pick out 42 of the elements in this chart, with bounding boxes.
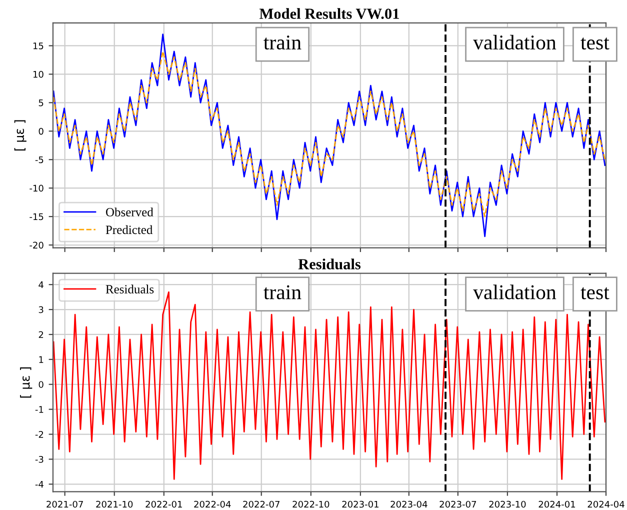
legend-label: Predicted: [106, 225, 153, 234]
y-tick-label: -20: [30, 242, 44, 249]
y-axis-title: [ με ]: [20, 367, 32, 398]
x-tick-label: 2022-04: [194, 500, 231, 508]
y-tick-label: 10: [33, 70, 44, 78]
y-axis-title: [ με ]: [14, 120, 26, 151]
x-tick-label: 2023-07: [440, 500, 476, 508]
annotation: validation: [473, 284, 556, 300]
y-tick-label: 5: [38, 100, 44, 106]
y-tick-label: -2: [35, 430, 44, 438]
y-tick-label: -15: [30, 213, 44, 220]
y-tick-label: -5: [35, 156, 44, 164]
y-tick-label: -4: [35, 481, 44, 488]
x-tick-label: 2023-04: [390, 500, 428, 508]
y-tick-label: 3: [38, 306, 44, 314]
legend-label: Observed: [106, 208, 154, 216]
y-tick-label: -3: [35, 456, 44, 463]
y-tick-label: 15: [33, 42, 44, 50]
x-tick-label: 2023-01: [342, 500, 378, 508]
annotation: validation: [473, 34, 556, 50]
annotation: train: [264, 36, 302, 50]
chart-title: Residuals: [298, 258, 361, 270]
annotation: test: [580, 38, 610, 50]
chart-title: Model Results VW.01: [259, 8, 399, 20]
annotation: train: [264, 285, 302, 300]
y-tick-label: 0: [38, 381, 44, 388]
y-tick-label: 1: [39, 356, 44, 363]
x-tick-label: 2021-07: [46, 500, 83, 508]
y-tick-label: 4: [38, 281, 44, 288]
y-tick-label: -1: [35, 406, 44, 413]
legend-label: Residuals: [106, 284, 154, 294]
x-tick-label: 2024-01: [538, 500, 576, 508]
x-tick-label: 2023-10: [489, 500, 526, 508]
x-tick-label: 2024-04: [588, 500, 624, 508]
x-tick-label: 2022-07: [243, 500, 280, 508]
y-tick-label: -10: [30, 184, 44, 192]
x-tick-label: 2021-10: [96, 500, 133, 508]
y-tick-label: 2: [38, 331, 44, 338]
annotation: test: [580, 287, 610, 300]
x-tick-label: 2022-01: [146, 500, 182, 508]
x-tick-label: 2022-10: [292, 500, 330, 508]
y-tick-label: 0: [38, 128, 44, 135]
